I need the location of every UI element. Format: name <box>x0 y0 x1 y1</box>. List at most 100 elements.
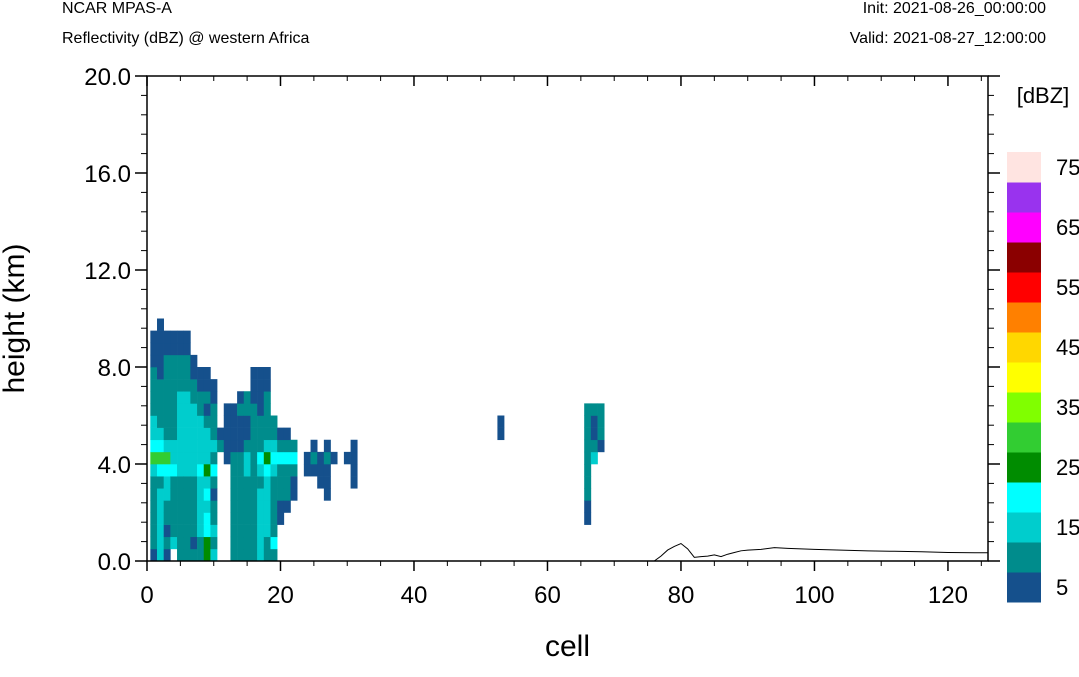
reflectivity-cell <box>177 536 185 550</box>
reflectivity-cell <box>230 464 238 477</box>
reflectivity-cell <box>263 415 271 428</box>
reflectivity-cell <box>183 524 191 538</box>
colorbar-tick-label: 65 <box>1056 215 1079 240</box>
reflectivity-cell <box>243 488 251 501</box>
reflectivity-cell <box>223 427 231 441</box>
reflectivity-cell <box>210 427 218 441</box>
reflectivity-cell <box>283 451 291 465</box>
init-time-label: Init: 2021-08-26_00:00:00 <box>862 0 1046 17</box>
reflectivity-cell <box>243 536 251 550</box>
reflectivity-cells <box>150 318 605 562</box>
reflectivity-cell <box>197 427 205 441</box>
reflectivity-cell <box>263 391 271 404</box>
reflectivity-cell <box>237 464 245 477</box>
reflectivity-cell <box>290 451 298 465</box>
reflectivity-cell <box>157 500 164 513</box>
reflectivity-cell <box>263 451 271 465</box>
reflectivity-cell <box>170 354 178 368</box>
reflectivity-cell <box>303 451 311 465</box>
reflectivity-cell <box>183 379 191 392</box>
reflectivity-cell <box>270 476 278 489</box>
reflectivity-cell <box>150 403 158 416</box>
reflectivity-cell <box>203 379 211 392</box>
reflectivity-cell <box>597 427 605 441</box>
reflectivity-cell <box>350 464 358 477</box>
reflectivity-cell <box>150 464 158 477</box>
reflectivity-cell <box>257 500 265 513</box>
colorbar-tick-label: 45 <box>1056 335 1079 360</box>
reflectivity-cell <box>330 451 338 465</box>
reflectivity-cell <box>210 391 218 404</box>
reflectivity-cell <box>190 548 198 562</box>
reflectivity-cell <box>210 464 218 477</box>
reflectivity-cell <box>150 427 158 441</box>
reflectivity-cell <box>210 548 218 562</box>
reflectivity-cell <box>157 548 164 562</box>
reflectivity-cell <box>257 379 265 392</box>
reflectivity-cell <box>190 512 198 525</box>
reflectivity-cell <box>243 391 251 404</box>
reflectivity-cell <box>183 451 191 465</box>
reflectivity-cell <box>584 488 592 501</box>
reflectivity-cell <box>150 488 158 501</box>
reflectivity-cell <box>170 379 178 392</box>
reflectivity-cell <box>183 512 191 525</box>
reflectivity-cell <box>203 367 211 380</box>
reflectivity-cell <box>190 379 198 392</box>
reflectivity-cell <box>197 464 205 477</box>
reflectivity-cell <box>277 488 285 501</box>
reflectivity-cell <box>150 524 158 538</box>
reflectivity-cell <box>270 415 278 428</box>
reflectivity-cell <box>250 512 258 525</box>
reflectivity-cell <box>163 512 171 525</box>
reflectivity-cell <box>210 500 218 513</box>
colorbar-tick-label: 15 <box>1056 515 1079 540</box>
reflectivity-cell <box>317 451 325 465</box>
x-axis-label: cell <box>545 630 590 663</box>
reflectivity-cell <box>197 391 205 404</box>
reflectivity-cell <box>230 451 238 465</box>
reflectivity-cell <box>270 427 278 441</box>
reflectivity-cell <box>270 439 278 453</box>
reflectivity-cell <box>597 439 605 453</box>
reflectivity-cell <box>497 415 505 428</box>
reflectivity-cell <box>237 476 245 489</box>
reflectivity-cell <box>197 476 205 489</box>
reflectivity-cell <box>237 524 245 538</box>
reflectivity-cell <box>177 512 185 525</box>
reflectivity-cell <box>250 500 258 513</box>
reflectivity-cell <box>584 427 592 441</box>
reflectivity-cell <box>210 536 218 550</box>
reflectivity-cell <box>257 464 265 477</box>
reflectivity-cell <box>190 415 198 428</box>
reflectivity-cell <box>277 500 285 513</box>
reflectivity-cell <box>150 451 158 465</box>
reflectivity-cell <box>157 330 164 344</box>
reflectivity-cell <box>190 451 198 465</box>
reflectivity-cell <box>190 476 198 489</box>
reflectivity-cell <box>170 439 178 453</box>
reflectivity-cell <box>157 536 164 550</box>
x-tick-label: 20 <box>267 582 294 609</box>
reflectivity-cell <box>584 403 592 416</box>
reflectivity-cell <box>257 415 265 428</box>
colorbar-tick-label: 5 <box>1056 575 1068 600</box>
reflectivity-cell <box>197 548 205 562</box>
reflectivity-cell <box>170 476 178 489</box>
reflectivity-cell <box>197 524 205 538</box>
reflectivity-cell <box>590 427 598 441</box>
reflectivity-cell <box>257 367 265 380</box>
y-axis-label: height (km) <box>0 243 31 393</box>
reflectivity-cell <box>190 367 198 380</box>
colorbar-swatch <box>1007 182 1041 213</box>
reflectivity-cell <box>290 488 298 501</box>
reflectivity-cell <box>163 415 171 428</box>
reflectivity-cell <box>584 500 592 513</box>
reflectivity-cell <box>150 415 158 428</box>
reflectivity-cell <box>270 464 278 477</box>
reflectivity-cell <box>190 524 198 538</box>
reflectivity-cell <box>183 500 191 513</box>
reflectivity-cell <box>150 512 158 525</box>
reflectivity-cell <box>157 318 164 331</box>
reflectivity-cell <box>250 379 258 392</box>
